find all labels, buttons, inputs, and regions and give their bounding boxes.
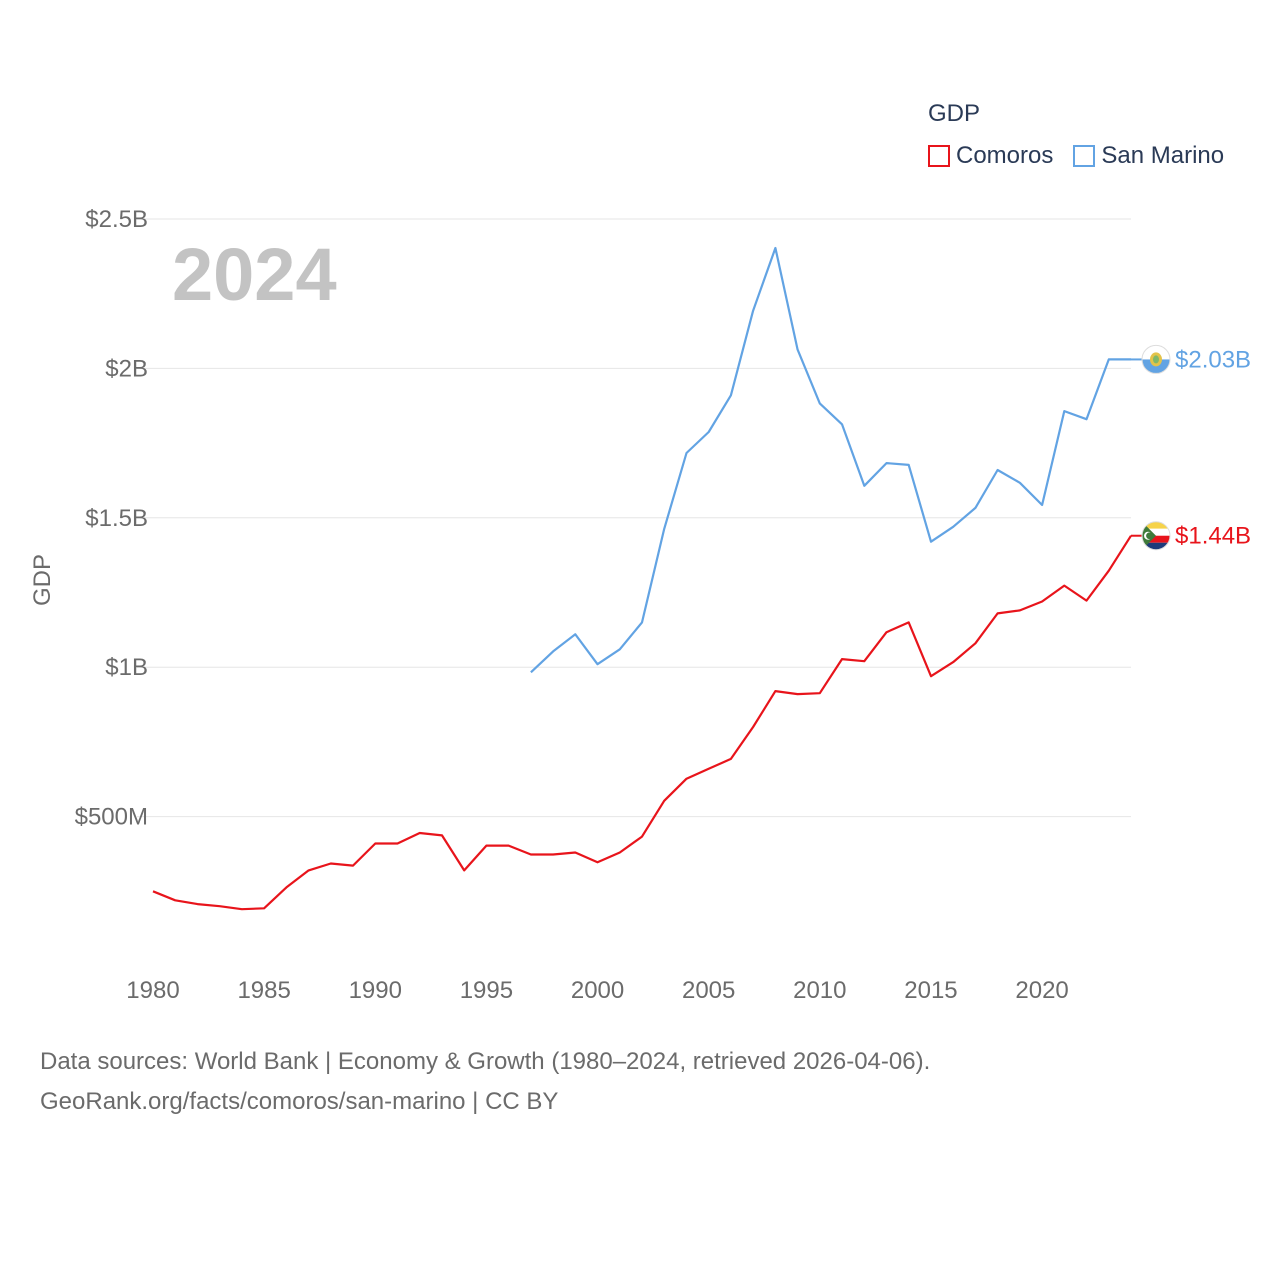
x-tick-label: 2015 [904,977,957,1004]
x-tick-label: 2005 [682,977,735,1004]
y-tick-label: $1B [105,654,148,681]
series-line-comoros[interactable] [152,535,1132,911]
flag-icon-comoros [1141,521,1171,551]
legend-label-comoros: Comoros [956,142,1054,169]
x-tick-label: 1985 [237,977,290,1004]
legend: Comoros San Marino [928,142,1224,170]
x-tick-label: 2010 [793,977,846,1004]
grid-lines [137,218,1131,818]
footer-sources: Data sources: World Bank | Economy & Gro… [40,1048,931,1075]
series-lines [152,246,1132,911]
end-value-label-comoros: $1.44B [1175,523,1251,550]
y-axis-title: GDP [29,554,56,606]
y-tick-label: $500M [75,804,148,831]
legend-swatch-comoros [928,145,950,167]
legend-item-comoros[interactable]: Comoros [928,142,1053,170]
legend-label-san-marino: San Marino [1101,142,1225,169]
x-tick-label: 1980 [126,977,179,1004]
x-tick-label: 1990 [349,977,402,1004]
footer-link[interactable]: GeoRank.org/facts/comoros/san-marino | C… [40,1088,559,1115]
year-watermark: 2024 [172,233,337,316]
legend-title: GDP [928,100,981,127]
y-tick-label: $2B [105,355,148,382]
footer: Data sources: World Bank | Economy & Gro… [40,1042,930,1122]
y-tick-label: $1.5B [85,505,148,532]
y-axis-ticks: $500M $1B $1.5B $2B $2.5B [75,206,148,831]
x-tick-label: 2000 [571,977,624,1004]
x-tick-label: 2020 [1015,977,1068,1004]
end-value-label-san-marino: $2.03B [1175,346,1251,373]
x-axis-ticks: 1980 1985 1990 1995 2000 2005 2010 2015 2020 [126,977,1068,1004]
x-tick-label: 1995 [460,977,513,1004]
flag-icon-san-marino [1141,344,1171,374]
end-labels: $1.44B $2.03B [1131,344,1251,551]
y-tick-label: $2.5B [85,206,148,233]
legend-item-san-marino[interactable]: San Marino [1073,142,1224,170]
series-line-san-marino[interactable] [530,246,1131,674]
legend-swatch-san-marino [1073,145,1096,167]
